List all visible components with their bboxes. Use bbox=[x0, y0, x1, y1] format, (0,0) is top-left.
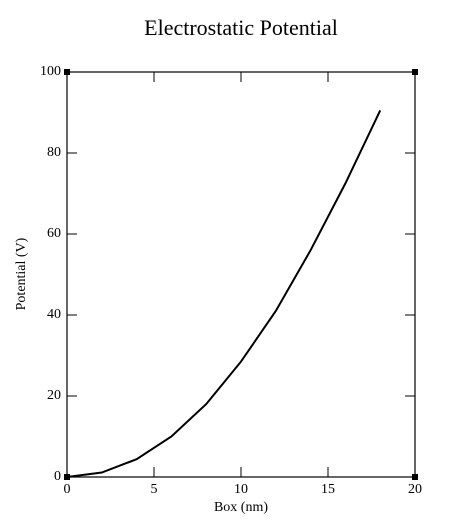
y-tick-label: 60 bbox=[47, 226, 61, 241]
corner-marker bbox=[412, 69, 418, 75]
chart-title: Electrostatic Potential bbox=[144, 15, 338, 40]
x-axis-label: Box (nm) bbox=[214, 500, 268, 515]
y-tick-label: 20 bbox=[47, 388, 61, 403]
x-tick-label: 0 bbox=[64, 482, 71, 497]
x-tick-label: 5 bbox=[151, 482, 158, 497]
corner-marker bbox=[64, 69, 70, 75]
x-tick-label: 15 bbox=[321, 482, 335, 497]
y-tick-label: 80 bbox=[47, 145, 61, 160]
data-line bbox=[66, 110, 382, 478]
x-tick-label: 10 bbox=[234, 482, 248, 497]
y-tick-label: 40 bbox=[47, 307, 61, 322]
corner-marker bbox=[412, 474, 418, 480]
x-tick-label: 20 bbox=[408, 482, 422, 497]
y-tick-label: 0 bbox=[54, 469, 61, 484]
y-axis-label: Potential (V) bbox=[14, 237, 29, 310]
y-tick-label: 100 bbox=[40, 64, 61, 79]
